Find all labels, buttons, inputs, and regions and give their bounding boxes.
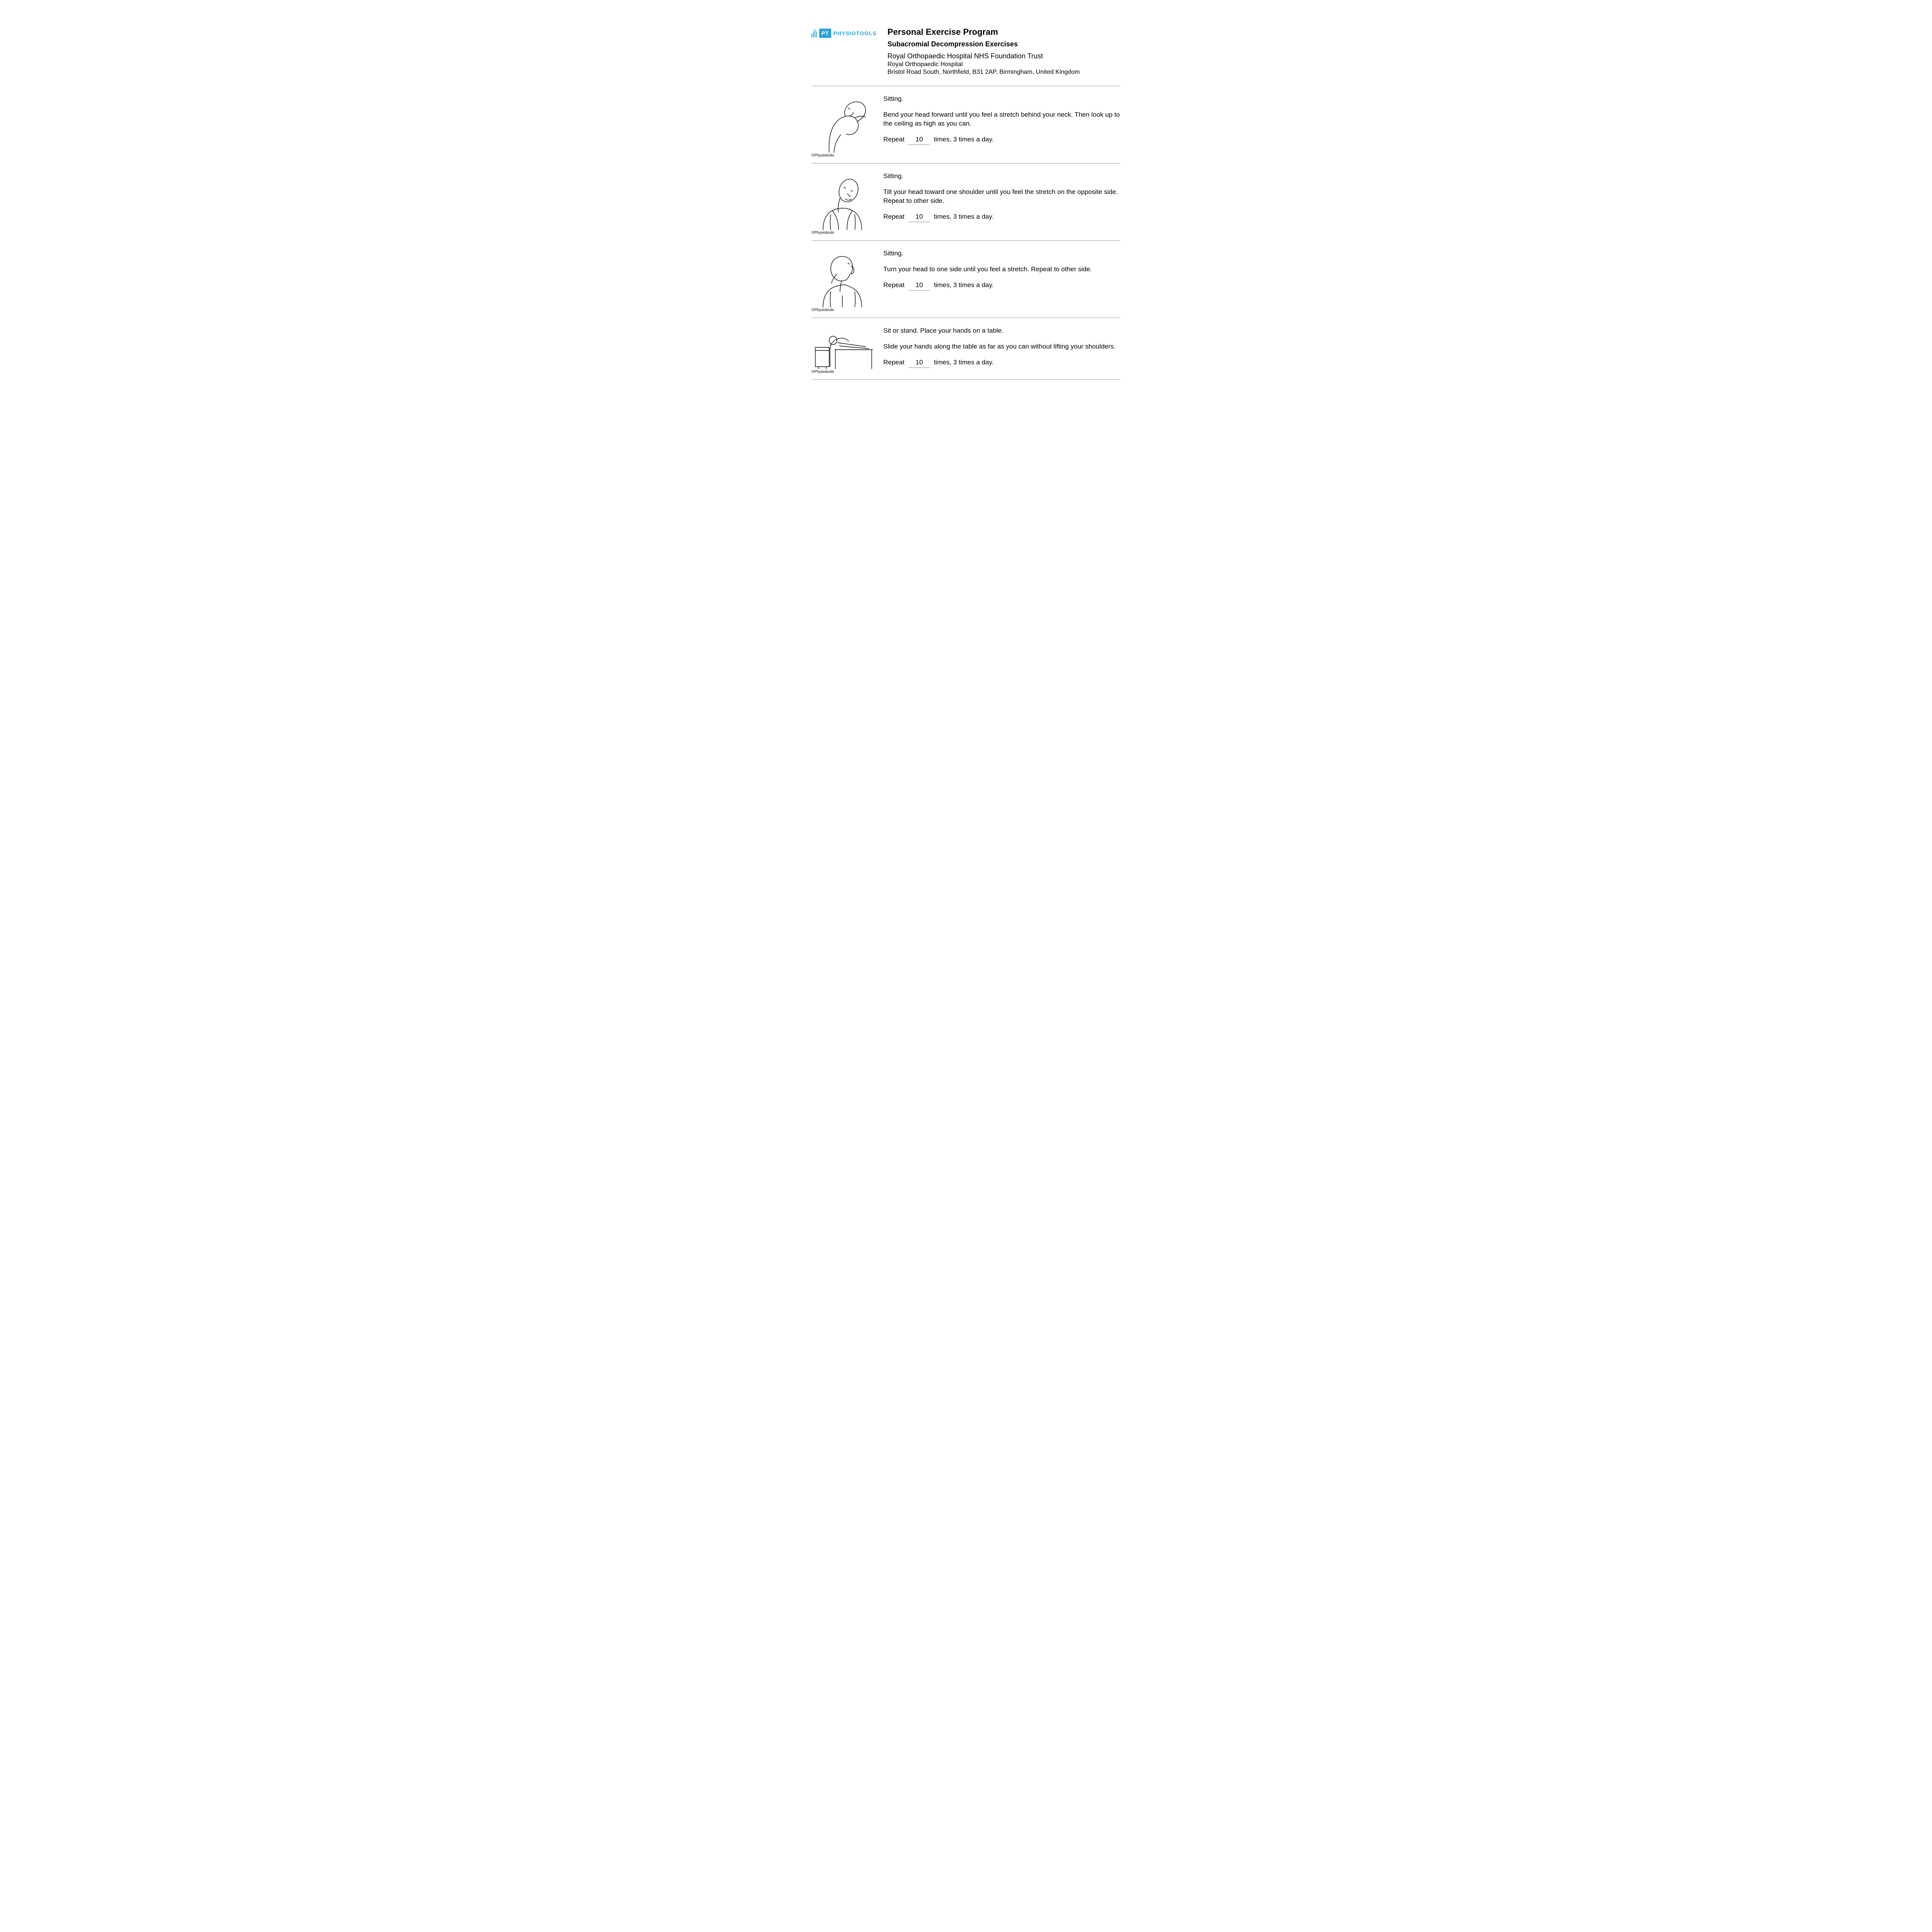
neck-rotation-icon (811, 249, 873, 307)
exercise-illustration (811, 172, 873, 230)
exercise-text: Sit or stand. Place your hands on a tabl… (883, 327, 1121, 368)
exercise-illustration (811, 249, 873, 307)
organization-name: Royal Orthopaedic Hospital NHS Foundatio… (888, 52, 1121, 60)
address-line: Bristol Road South, Northfield, B31 2AP,… (888, 69, 1121, 76)
exercise-position: Sitting. (883, 172, 1121, 181)
repeat-suffix: times, 3 times a day. (934, 213, 994, 221)
table-slide-icon (811, 327, 873, 369)
repeat-label: Repeat (883, 213, 905, 221)
repeat-line: Repeat 10 times, 3 times a day. (883, 213, 1121, 222)
repeat-line: Repeat 10 times, 3 times a day. (883, 135, 1121, 145)
page-title: Personal Exercise Program (888, 27, 1121, 37)
header-text-block: Personal Exercise Program Subacromial De… (888, 27, 1121, 76)
repeat-count: 10 (908, 281, 930, 291)
facility-name: Royal Orthopaedic Hospital (888, 61, 1121, 68)
repeat-count: 10 (908, 358, 930, 368)
exercise-text: Sitting. Tilt your head toward one shoul… (883, 172, 1121, 222)
repeat-line: Repeat 10 times, 3 times a day. (883, 358, 1121, 368)
page-subtitle: Subacromial Decompression Exercises (888, 40, 1121, 48)
repeat-line: Repeat 10 times, 3 times a day. (883, 281, 1121, 291)
exercise-image-column: ©Physiotools (811, 249, 873, 312)
page: PT PHYSIOTOOLS Personal Exercise Program… (788, 0, 1144, 403)
repeat-suffix: times, 3 times a day. (934, 135, 994, 144)
exercise-instruction: Tilt your head toward one shoulder until… (883, 188, 1121, 206)
copyright-label: ©Physiotools (811, 153, 873, 158)
brand-logo: PT PHYSIOTOOLS (811, 29, 877, 38)
exercise-row: ©Physiotools Sitting. Turn your head to … (811, 241, 1121, 318)
exercise-text: Sitting. Bend your head forward until yo… (883, 95, 1121, 145)
copyright-label: ©Physiotools (811, 308, 873, 312)
exercise-row: ©Physiotools Sit or stand. Place your ha… (811, 318, 1121, 380)
repeat-count: 10 (908, 135, 930, 145)
header: PT PHYSIOTOOLS Personal Exercise Program… (811, 27, 1121, 76)
exercise-illustration (811, 95, 873, 153)
exercise-instruction: Slide your hands along the table as far … (883, 342, 1121, 351)
exercise-image-column: ©Physiotools (811, 327, 873, 374)
repeat-suffix: times, 3 times a day. (934, 281, 994, 290)
logo-bars-icon (811, 29, 817, 37)
exercise-row: ©Physiotools Sitting. Bend your head for… (811, 86, 1121, 163)
exercise-position: Sitting. (883, 249, 1121, 258)
exercise-image-column: ©Physiotools (811, 95, 873, 158)
repeat-label: Repeat (883, 135, 905, 144)
repeat-suffix: times, 3 times a day. (934, 358, 994, 367)
copyright-label: ©Physiotools (811, 231, 873, 235)
exercise-position: Sit or stand. Place your hands on a tabl… (883, 327, 1121, 335)
exercise-text: Sitting. Turn your head to one side unti… (883, 249, 1121, 291)
exercise-position: Sitting. (883, 95, 1121, 104)
neck-flexion-icon (811, 95, 873, 153)
logo-brand-text: PHYSIOTOOLS (833, 30, 877, 36)
repeat-count: 10 (908, 213, 930, 222)
repeat-label: Repeat (883, 358, 905, 367)
exercise-row: ©Physiotools Sitting. Tilt your head tow… (811, 163, 1121, 241)
exercise-instruction: Turn your head to one side until you fee… (883, 265, 1121, 274)
exercise-instruction: Bend your head forward until you feel a … (883, 111, 1121, 128)
neck-lateral-tilt-icon (811, 172, 873, 230)
exercise-illustration (811, 327, 873, 369)
copyright-label: ©Physiotools (811, 370, 873, 374)
exercise-image-column: ©Physiotools (811, 172, 873, 235)
logo-pt-badge: PT (819, 29, 831, 38)
repeat-label: Repeat (883, 281, 905, 290)
